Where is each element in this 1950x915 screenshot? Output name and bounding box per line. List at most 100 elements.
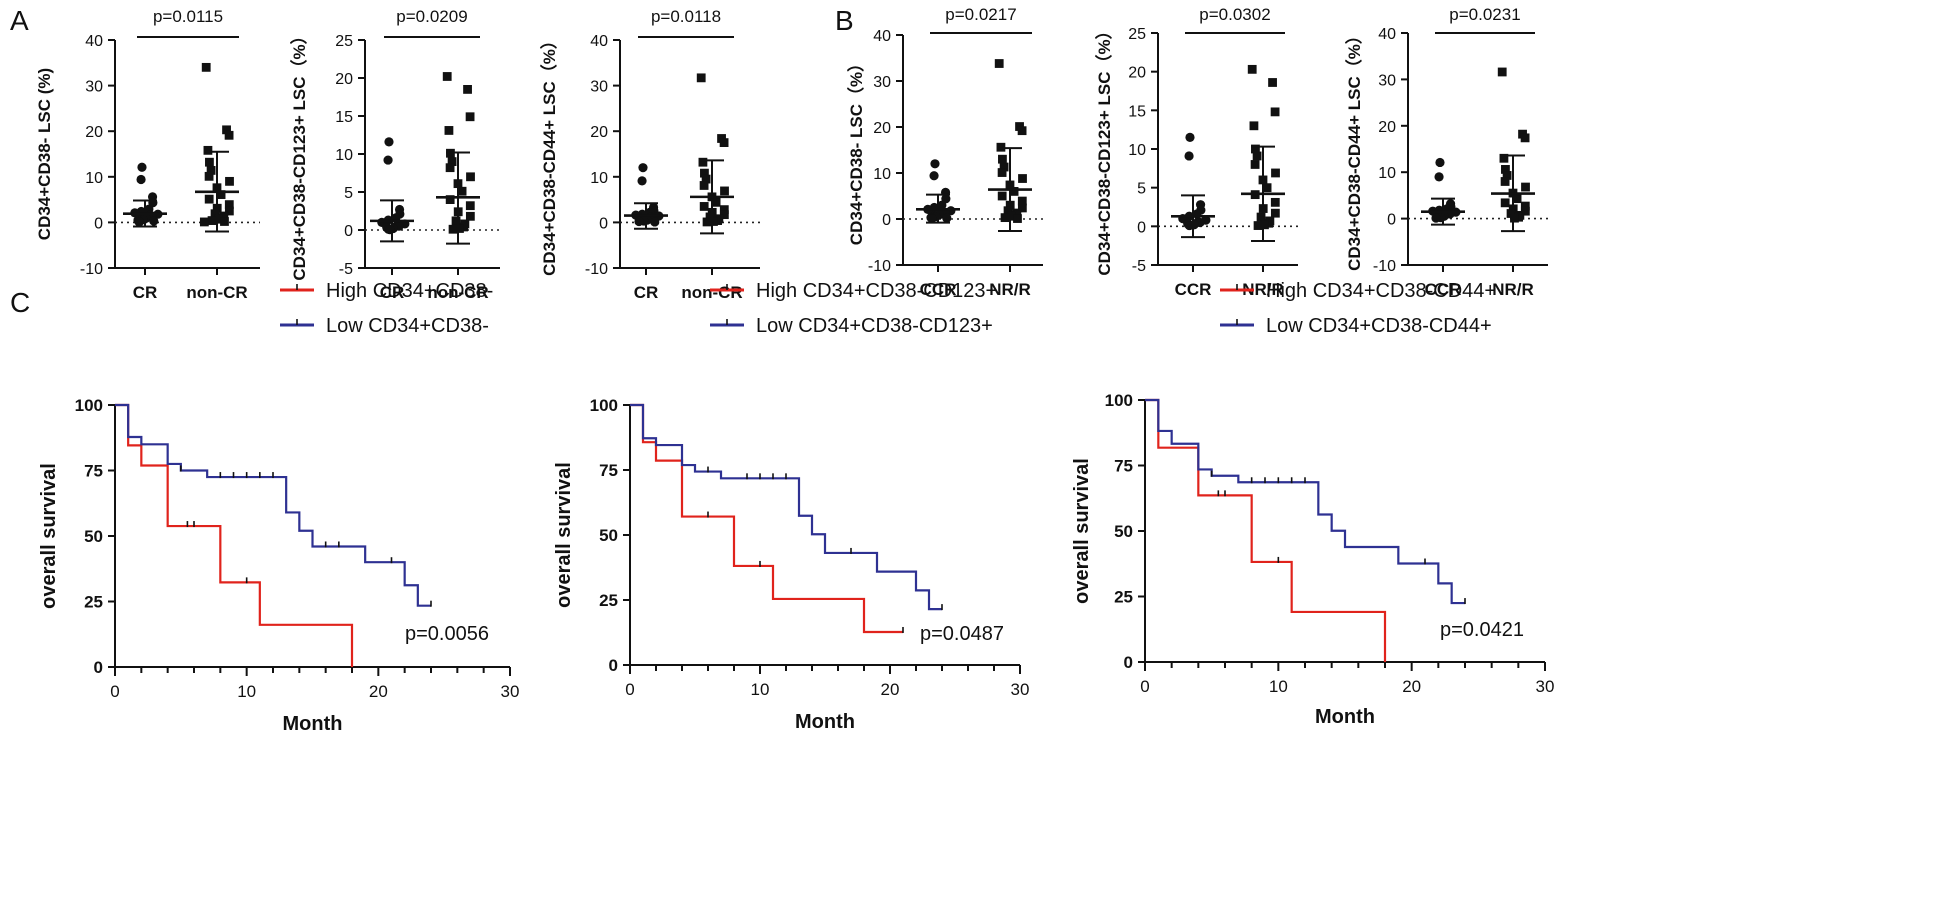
- data-point: [199, 217, 209, 227]
- data-point: [1500, 177, 1510, 186]
- data-point: [1017, 196, 1027, 206]
- data-point: [445, 163, 455, 173]
- x-tick-label: 20: [1402, 677, 1421, 696]
- data-point: [447, 157, 457, 166]
- data-point: [998, 154, 1007, 164]
- survival-plot-c3: 0 25 50 75 100 0 10 20 30 Month overall survival p=…: [1071, 280, 1554, 728]
- x-tick-label: NR/R: [1492, 280, 1534, 299]
- data-point: [634, 216, 644, 227]
- y-tick-label: 40: [873, 28, 891, 45]
- y-tick-label: 0: [1137, 219, 1146, 236]
- data-point: [719, 205, 729, 215]
- y-tick-label: 75: [599, 461, 618, 480]
- x-tick-label: non-CR: [427, 283, 488, 302]
- data-point: [1270, 197, 1280, 207]
- data-point: [927, 213, 937, 224]
- y-tick-label: 25: [84, 593, 103, 612]
- survival-curve-high: [1145, 398, 1387, 662]
- y-axis-label: CD34+CD38-CD123+ LSC（%）: [1094, 22, 1114, 275]
- x-axis-label: Month: [283, 713, 343, 735]
- data-point: [637, 176, 647, 186]
- panel-label-c: C: [10, 287, 30, 318]
- data-point: [149, 216, 159, 226]
- data-point: [720, 186, 729, 196]
- x-axis-label: Month: [795, 711, 855, 733]
- y-tick-label: 5: [344, 185, 353, 202]
- data-point: [1497, 67, 1507, 77]
- p-value-label: p=0.0421: [1440, 619, 1524, 641]
- data-point: [705, 212, 715, 222]
- y-tick-label: 30: [873, 74, 891, 91]
- y-axis-label: CD34+CD38-CD44+ LSC（%）: [539, 32, 559, 276]
- x-tick-label: 0: [110, 682, 119, 701]
- data-point: [1262, 183, 1272, 193]
- data-point: [455, 224, 464, 233]
- data-point: [1000, 213, 1010, 223]
- x-tick-label: 10: [237, 682, 256, 701]
- x-tick-label: non-CR: [681, 283, 742, 302]
- y-tick-label: 20: [590, 124, 608, 141]
- data-point: [205, 157, 214, 167]
- data-point: [216, 190, 226, 199]
- x-tick-label: 10: [1269, 677, 1288, 696]
- y-axis-label: CD34+CD38-CD123+ LSC（%）: [289, 27, 309, 280]
- data-point: [1512, 194, 1522, 204]
- data-point: [1499, 153, 1509, 163]
- x-tick-label: 20: [881, 680, 900, 699]
- p-value-label: p=0.0487: [920, 623, 1004, 645]
- survival-curve-low: [115, 403, 431, 607]
- data-point: [696, 73, 706, 83]
- x-tick-label: 10: [751, 680, 770, 699]
- data-point: [1510, 213, 1519, 223]
- legend-entry: High CD34+CD38-: [326, 280, 493, 302]
- data-point: [204, 171, 214, 181]
- data-point: [1184, 151, 1194, 161]
- data-point: [1013, 214, 1022, 223]
- data-point: [207, 216, 217, 225]
- y-axis-label: CD34+CD38- LSC (%): [35, 68, 54, 240]
- data-point: [204, 194, 214, 204]
- data-point: [1435, 157, 1445, 168]
- y-tick-label: 30: [590, 79, 608, 96]
- data-point: [465, 112, 475, 122]
- survival-curve-high: [115, 403, 354, 667]
- y-tick-label: 25: [599, 591, 618, 610]
- y-tick-label: 25: [1114, 588, 1133, 607]
- y-tick-label: 0: [882, 212, 891, 229]
- data-point: [1256, 212, 1266, 222]
- survival-curve-high: [630, 403, 903, 634]
- y-tick-label: -10: [868, 258, 891, 275]
- data-point: [1017, 126, 1027, 136]
- y-tick-label: 0: [1387, 212, 1396, 229]
- panel-label-b: B: [835, 5, 854, 36]
- data-point: [1017, 203, 1027, 213]
- scatter-plot-b3: -10 0 10 20 30 40 CCR NR/R CD34+CD38-CD44+ LSC（%…: [1344, 5, 1548, 299]
- x-tick-label: CR: [634, 283, 659, 302]
- data-point: [1520, 201, 1530, 211]
- data-point: [442, 72, 452, 81]
- y-axis-label: overall survival: [38, 463, 60, 609]
- data-point: [1434, 172, 1444, 182]
- y-tick-label: 15: [1128, 103, 1146, 120]
- survival-plot-c1: 0 25 50 75 100 0 10 20 30 Month overall survival p=…: [38, 280, 519, 735]
- y-tick-label: 5: [1137, 181, 1146, 198]
- data-point: [445, 195, 455, 204]
- data-point: [698, 157, 708, 167]
- data-point: [1520, 133, 1530, 143]
- legend-entry: High CD34+CD38-CD44+: [1266, 280, 1496, 302]
- data-point: [214, 214, 223, 224]
- data-point: [457, 186, 467, 196]
- x-tick-label: non-CR: [186, 283, 247, 302]
- data-point: [466, 172, 475, 182]
- legend-entry: Low CD34+CD38-CD44+: [1266, 315, 1492, 337]
- data-point: [384, 137, 394, 147]
- x-tick-label: CCR: [1425, 280, 1462, 299]
- y-tick-label: 40: [85, 33, 103, 50]
- y-tick-label: 0: [94, 658, 103, 677]
- x-axis-label: Month: [1315, 706, 1375, 728]
- x-tick-label: 20: [369, 682, 388, 701]
- y-tick-label: 0: [609, 656, 618, 675]
- data-point: [999, 162, 1009, 172]
- data-point: [1184, 220, 1195, 231]
